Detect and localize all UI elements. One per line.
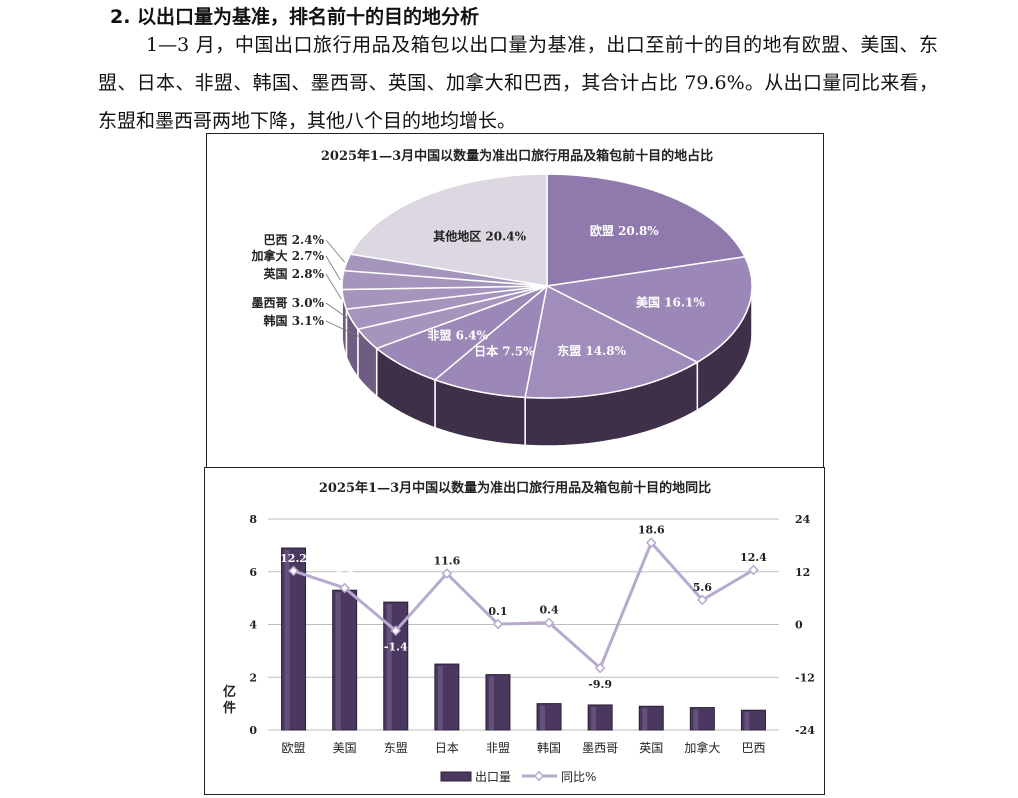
y2-tick-label: -24: [795, 724, 815, 737]
y-tick-label: 6: [249, 566, 257, 579]
legend-line-marker: [535, 772, 543, 780]
x-tick-label: 韩国: [537, 740, 561, 755]
x-tick-label: 加拿大: [684, 740, 720, 755]
bar-highlight: [591, 707, 596, 730]
line-label-非盟: 0.1: [488, 605, 507, 618]
x-tick-label: 欧盟: [282, 741, 306, 755]
pie-label-东盟: 东盟 14.8%: [557, 343, 626, 358]
pie-label-日本: 日本 7.5%: [474, 343, 535, 358]
line-label-日本: 11.6: [433, 555, 460, 568]
y-tick-label: 8: [249, 513, 257, 526]
legend-bar-label: 出口量: [475, 770, 511, 784]
x-tick-label: 日本: [435, 741, 459, 755]
pie-label-加拿大: 加拿大 2.7%: [251, 248, 325, 263]
line-label-欧盟: 12.2: [280, 552, 307, 565]
x-tick-label: 东盟: [384, 741, 408, 755]
pie-label-英国: 英国 2.8%: [264, 266, 325, 281]
line-label-墨西哥: -9.9: [588, 678, 612, 691]
bar-highlight: [642, 708, 647, 730]
y-tick-label: 0: [249, 724, 257, 737]
x-tick-label: 巴西: [741, 741, 765, 755]
bar-chart-title: 2025年1—3月中国以数量为准出口旅行用品及箱包前十目的地同比: [319, 480, 711, 496]
y2-tick-label: 24: [795, 513, 811, 526]
y-axis-label: 亿件: [223, 684, 236, 716]
bar-highlight: [540, 706, 545, 730]
pie-label-墨西哥: 墨西哥 3.0%: [252, 296, 325, 310]
y2-tick-label: 12: [795, 566, 810, 579]
line-label-巴西: 12.4: [740, 551, 767, 564]
bar-chart: 2025年1—3月中国以数量为准出口旅行用品及箱包前十目的地同比 8 24 6 12 4…: [205, 468, 824, 794]
pie-label-非盟: 非盟 6.4%: [427, 327, 488, 342]
y-tick-label: 2: [249, 671, 257, 684]
y2-tick-label: 0: [795, 619, 803, 632]
pie-chart-panel: 2025年1—3月中国以数量为准出口旅行用品及箱包前十目的地占比 欧盟 20.8…: [206, 133, 824, 469]
line-label-美国: 8.3: [335, 569, 354, 582]
pie-chart: 2025年1—3月中国以数量为准出口旅行用品及箱包前十目的地占比 欧盟 20.8…: [207, 134, 823, 468]
x-tick-label: 墨西哥: [582, 741, 618, 755]
y2-tick-label: -12: [795, 671, 815, 684]
pie-leader-巴西: [326, 240, 345, 262]
line-label-英国: 18.6: [638, 524, 665, 537]
legend-line-label: 同比%: [561, 770, 596, 784]
bar-highlight: [336, 592, 341, 730]
line-label-东盟: -1.4: [384, 641, 408, 654]
x-tick-label: 英国: [639, 741, 663, 755]
bar-highlight: [285, 550, 290, 730]
legend-bar-swatch: [441, 772, 471, 781]
line-label-加拿大: 5.6: [693, 581, 712, 594]
pie-label-欧盟: 欧盟 20.8%: [590, 223, 659, 238]
pie-label-巴西: 巴西 2.4%: [264, 233, 325, 247]
pie-leader-加拿大: [326, 256, 340, 280]
pie-top-group: [342, 174, 752, 398]
legend: 出口量 同比%: [441, 770, 596, 784]
line-yoy: [294, 543, 754, 668]
bar-highlight: [693, 710, 698, 730]
pie-chart-title: 2025年1—3月中国以数量为准出口旅行用品及箱包前十目的地占比: [321, 148, 713, 164]
x-tick-label: 美国: [333, 741, 357, 755]
bar-highlight: [489, 677, 494, 730]
pie-label-其他地区: 其他地区 20.4%: [433, 229, 526, 244]
bar-highlight: [438, 666, 443, 730]
section-paragraph: 1—3 月，中国出口旅行用品及箱包以出口量为基准，出口至前十的目的地有欧盟、美国…: [98, 26, 938, 140]
pie-label-美国: 美国 16.1%: [636, 295, 705, 310]
bar-highlight: [744, 712, 749, 730]
bar-chart-panel: 2025年1—3月中国以数量为准出口旅行用品及箱包前十目的地同比 8 24 6 12 4…: [204, 467, 825, 795]
pie-label-韩国: 韩国 3.1%: [264, 313, 325, 328]
x-tick-label: 非盟: [486, 741, 510, 755]
line-label-韩国: 0.4: [539, 604, 558, 617]
y-tick-label: 4: [249, 619, 257, 632]
section-heading: 2. 以出口量为基准，排名前十的目的地分析: [110, 2, 479, 29]
